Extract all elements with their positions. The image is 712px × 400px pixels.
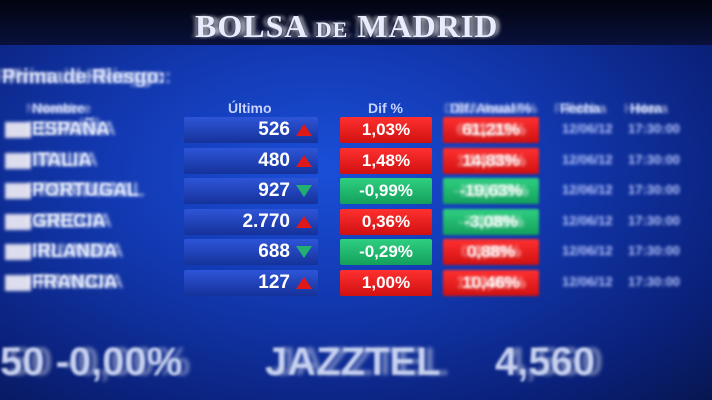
col5-value: 12/06/12: [562, 212, 613, 228]
table-row: PORTUGAL 927 -0,99% -19,63% 12/06/12 17:…: [0, 178, 712, 204]
header-col6: Hora: [630, 100, 662, 116]
annual-cell: 10,46%: [443, 269, 539, 296]
arrow-down-icon: [296, 246, 312, 258]
col6-value: 17:30:00: [628, 212, 681, 228]
col6-value: 17:30:00: [628, 151, 681, 167]
arrow-down-icon: [296, 185, 312, 197]
last-value: 480: [184, 147, 318, 174]
col5-value: 12/06/12: [562, 182, 613, 197]
table-row: ITALIA 480 1,48% 14,83% 12/06/12 17:30:0…: [0, 147, 712, 174]
col5-value: 12/06/12: [562, 121, 613, 136]
annual-cell: 14,83%: [443, 147, 539, 174]
dif-cell: 0,36%: [340, 208, 432, 235]
col6-value: 17:30:00: [628, 273, 681, 289]
last-value-text: 526: [258, 119, 290, 140]
table-row: GRECIA 2.770 0,36% -3,08% 12/06/12 17:30…: [0, 208, 712, 235]
last-value: 927: [184, 178, 318, 204]
dif-cell: 1,48%: [340, 147, 432, 174]
col6-value: 17:30:00: [628, 182, 681, 197]
annual-cell: -3,08%: [443, 208, 539, 235]
col6-value: 17:30:00: [628, 243, 681, 258]
flag-icon: [5, 183, 31, 199]
header-last: Último: [228, 100, 272, 116]
annual-cell: 0,88%: [443, 239, 539, 265]
dif-cell: 1,03%: [340, 117, 432, 143]
arrow-up-icon: [296, 276, 312, 289]
arrow-up-icon: [296, 215, 312, 228]
table-row: FRANCIA 127 1,00% 10,46% 12/06/12 17:30:…: [0, 269, 712, 296]
country-name: ESPAÑA: [32, 119, 110, 140]
last-value: 688: [184, 239, 318, 265]
annual-cell: 61,21%: [443, 117, 539, 143]
last-value: 526: [184, 117, 318, 143]
flag-icon: [5, 122, 31, 138]
board-title: BOLSA DE MADRID: [195, 8, 499, 44]
last-value-text: 127: [258, 271, 290, 293]
flag-icon: [5, 152, 31, 169]
col5-value: 12/06/12: [562, 151, 613, 167]
flag-icon: [5, 244, 31, 260]
arrow-up-icon: [296, 124, 312, 136]
header-col5: Fecha: [560, 100, 601, 116]
country-name: IRLANDA: [32, 241, 118, 262]
country-name: GRECIA: [32, 210, 106, 232]
subtitle: Prima de Riesgo:: [2, 66, 166, 88]
annual-cell: -19,63%: [443, 178, 539, 204]
flag-icon: [5, 274, 31, 291]
col5-value: 12/06/12: [562, 273, 613, 289]
last-value-text: 688: [258, 241, 290, 262]
header-dif-annual: Dif. Anual %: [450, 100, 532, 116]
last-value-text: 927: [258, 180, 290, 201]
ticker-company: JAZZTEL: [265, 340, 441, 384]
header-dif: Dif %: [368, 100, 403, 116]
dif-cell: 1,00%: [340, 269, 432, 296]
last-value: 127: [184, 269, 318, 296]
dif-cell: -0,99%: [340, 178, 432, 204]
dif-cell: -0,29%: [340, 239, 432, 265]
top-band: [0, 0, 712, 50]
ticker-left: 50 -0,00%: [0, 340, 183, 384]
last-value-text: 480: [258, 149, 290, 171]
col5-value: 12/06/12: [562, 243, 613, 258]
col6-value: 17:30:00: [628, 121, 681, 136]
arrow-up-icon: [296, 154, 312, 167]
table-row: IRLANDA 688 -0,29% 0,88% 12/06/12 17:30:…: [0, 239, 712, 265]
last-value: 2.770: [184, 208, 318, 235]
table-row: ESPAÑA 526 1,03% 61,21% 12/06/12 17:30:0…: [0, 117, 712, 143]
country-name: FRANCIA: [32, 271, 118, 293]
header-name: Nombre: [32, 100, 85, 116]
last-value-text: 2.770: [242, 210, 290, 232]
country-name: ITALIA: [32, 149, 92, 171]
ticker-price: 4,560: [495, 340, 596, 384]
country-name: PORTUGAL: [32, 180, 139, 201]
flag-icon: [5, 213, 31, 230]
